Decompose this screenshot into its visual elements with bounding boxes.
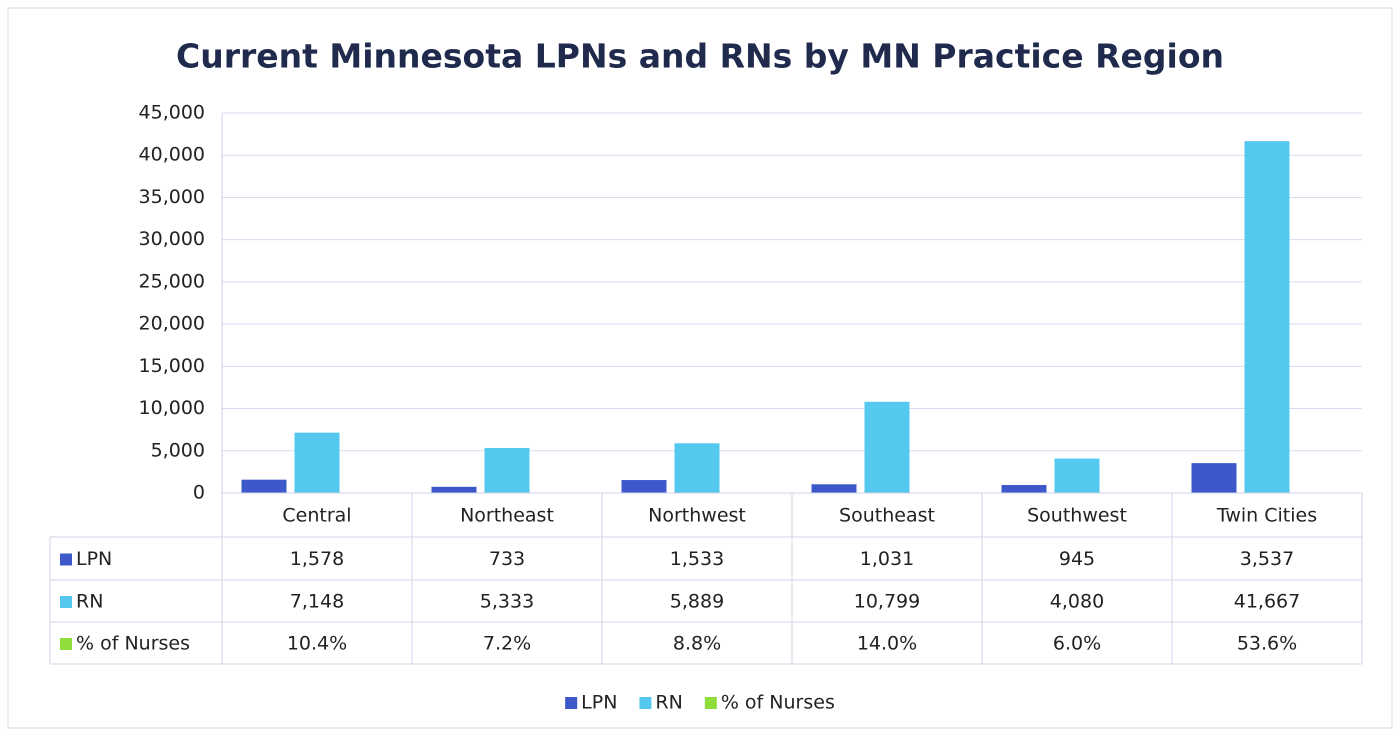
data-label: 733 xyxy=(489,548,525,570)
bar xyxy=(1054,458,1100,493)
legend-key xyxy=(565,697,578,709)
data-label: 10.4% xyxy=(287,633,347,655)
data-label: 8.8% xyxy=(673,633,721,655)
x-tick-label: Central xyxy=(282,505,351,527)
y-tick-label: 40,000 xyxy=(139,144,205,166)
data-label: 1,031 xyxy=(860,548,914,570)
data-label: 10,799 xyxy=(854,591,920,613)
data-label: 14.0% xyxy=(857,633,917,655)
table-row-label: % of Nurses xyxy=(76,633,190,655)
bar xyxy=(674,443,720,493)
bar xyxy=(811,484,857,493)
x-tick-label: Northeast xyxy=(460,505,554,527)
bar xyxy=(1001,485,1047,493)
legend-key xyxy=(704,697,717,709)
bar xyxy=(864,401,910,493)
y-tick-label: 20,000 xyxy=(139,313,205,335)
y-tick-label: 10,000 xyxy=(139,397,205,419)
bar xyxy=(621,480,667,493)
data-label: 1,578 xyxy=(290,548,344,570)
y-tick-label: 15,000 xyxy=(139,355,205,377)
data-label: 7.2% xyxy=(483,633,531,655)
bar xyxy=(431,486,477,493)
x-tick-label: Southwest xyxy=(1027,505,1127,527)
y-tick-label: 30,000 xyxy=(139,228,205,250)
data-label: 6.0% xyxy=(1053,633,1101,655)
legend-label: LPN xyxy=(581,692,617,714)
bar xyxy=(1244,141,1290,494)
table-row-label: RN xyxy=(76,591,103,613)
data-label: 41,667 xyxy=(1234,591,1300,613)
y-tick-label: 25,000 xyxy=(139,270,205,292)
data-label: 7,148 xyxy=(290,591,344,613)
bar xyxy=(1191,463,1237,493)
y-tick-label: 35,000 xyxy=(139,186,205,208)
chart-title: Current Minnesota LPNs and RNs by MN Pra… xyxy=(176,37,1224,76)
chart-border xyxy=(7,7,1393,729)
y-tick-label: 0 xyxy=(193,482,205,504)
data-label: 4,080 xyxy=(1050,591,1104,613)
data-label: 1,533 xyxy=(670,548,724,570)
y-tick-label: 5,000 xyxy=(151,439,205,461)
data-label: 5,333 xyxy=(480,591,534,613)
data-label: 5,889 xyxy=(670,591,724,613)
legend-label: % of Nurses xyxy=(721,692,835,714)
x-tick-label: Southeast xyxy=(839,505,935,527)
bar xyxy=(294,432,340,493)
legend-label: RN xyxy=(655,692,682,714)
x-tick-label: Twin Cities xyxy=(1216,505,1317,527)
legend-key xyxy=(639,697,652,709)
data-label: 3,537 xyxy=(1240,548,1294,570)
table-key xyxy=(60,638,72,650)
bar xyxy=(484,447,530,493)
bar xyxy=(241,479,287,493)
table-key xyxy=(60,553,72,566)
table-row-label: LPN xyxy=(76,548,112,570)
y-tick-label: 45,000 xyxy=(139,102,205,124)
table-key xyxy=(60,596,72,608)
x-tick-label: Northwest xyxy=(648,505,746,527)
data-label: 53.6% xyxy=(1237,633,1297,655)
data-label: 945 xyxy=(1059,548,1095,570)
